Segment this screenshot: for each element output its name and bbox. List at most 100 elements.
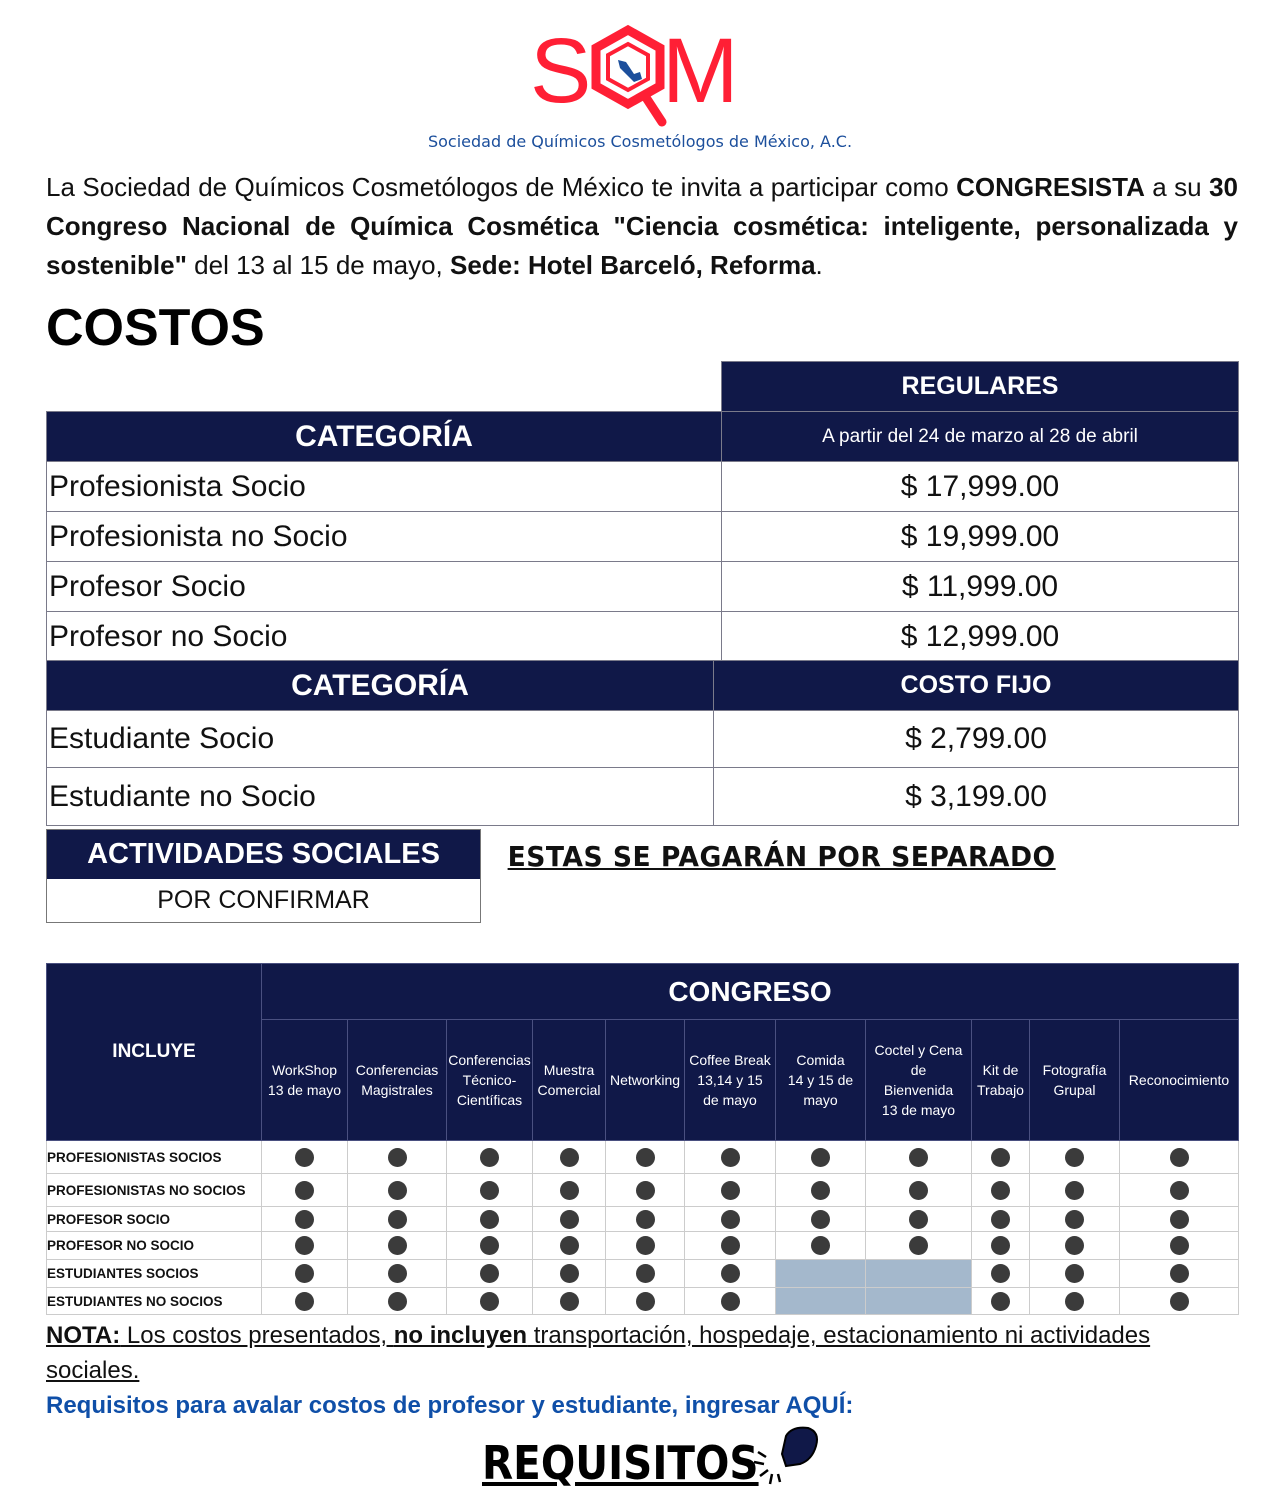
row-label: PROFESIONISTAS SOCIOS xyxy=(46,1140,262,1174)
column-header: Conferencias Técnico- Científicas xyxy=(446,1019,533,1141)
included-cell xyxy=(261,1140,348,1174)
column-header: Networking xyxy=(605,1019,685,1141)
included-dot-icon xyxy=(1169,1264,1189,1283)
row-label: PROFESIONISTAS NO SOCIOS xyxy=(46,1173,262,1207)
included-cell xyxy=(446,1287,533,1315)
included-dot-icon xyxy=(635,1291,655,1311)
included-dot-icon xyxy=(991,1236,1010,1255)
included-cell xyxy=(1119,1140,1239,1174)
included-cell xyxy=(532,1287,606,1315)
table-row: PROFESOR SOCIO xyxy=(46,1206,1239,1232)
table-row: PROFESIONISTAS SOCIOS xyxy=(46,1140,1239,1174)
included-cell xyxy=(347,1287,447,1315)
includes-header: INCLUYE xyxy=(46,963,262,1141)
included-cell xyxy=(865,1173,972,1207)
included-cell xyxy=(684,1173,776,1207)
included-cell xyxy=(532,1173,606,1207)
included-cell xyxy=(347,1140,447,1174)
column-header: Fotografía Grupal xyxy=(1029,1019,1120,1141)
intro-paragraph: La Sociedad de Químicos Cosmetólogos de … xyxy=(46,172,1239,280)
table-row: PROFESIONISTAS NO SOCIOS xyxy=(46,1173,1239,1207)
included-dot-icon xyxy=(811,1147,830,1167)
included-dot-icon xyxy=(1169,1147,1189,1167)
included-cell xyxy=(1029,1206,1120,1232)
included-dot-icon xyxy=(387,1291,407,1311)
included-dot-icon xyxy=(559,1264,579,1283)
included-cell xyxy=(347,1259,447,1288)
costos-title: COSTOS xyxy=(46,299,265,357)
included-cell xyxy=(971,1206,1030,1232)
included-cell xyxy=(261,1206,348,1232)
included-dot-icon xyxy=(1169,1180,1189,1200)
included-dot-icon xyxy=(559,1236,579,1255)
included-dot-icon xyxy=(295,1180,314,1200)
included-cell xyxy=(261,1259,348,1288)
included-dot-icon xyxy=(720,1291,740,1311)
column-header: Coffee Break 13,14 y 15 de mayo xyxy=(684,1019,776,1141)
column-header: WorkShop 13 de mayo xyxy=(261,1019,348,1141)
included-dot-icon xyxy=(635,1147,655,1167)
included-cell xyxy=(684,1206,776,1232)
requirements-link-text[interactable]: Requisitos para avalar costos de profeso… xyxy=(46,1392,854,1419)
column-header: Coctel y Cena de Bienvenida 13 de mayo xyxy=(865,1019,972,1141)
included-cell xyxy=(1029,1173,1120,1207)
included-cell xyxy=(971,1259,1030,1288)
table-row: Estudiante Socio $ 2,799.00 xyxy=(46,710,1239,768)
included-dot-icon xyxy=(387,1147,407,1167)
included-dot-icon xyxy=(991,1264,1010,1283)
included-dot-icon xyxy=(559,1147,579,1167)
included-dot-icon xyxy=(480,1291,499,1311)
included-cell xyxy=(684,1140,776,1174)
included-dot-icon xyxy=(480,1264,499,1283)
table-row: Profesionista no Socio $ 19,999.00 xyxy=(46,511,1239,562)
included-cell xyxy=(684,1231,776,1260)
row-label: ESTUDIANTES NO SOCIOS xyxy=(46,1287,262,1315)
included-cell xyxy=(261,1231,348,1260)
included-cell xyxy=(684,1259,776,1288)
included-dot-icon xyxy=(1065,1147,1084,1167)
included-cell xyxy=(1119,1287,1239,1315)
not-included-cell xyxy=(775,1287,866,1315)
included-dot-icon xyxy=(1169,1291,1189,1311)
included-dot-icon xyxy=(1065,1180,1084,1200)
included-cell xyxy=(1029,1231,1120,1260)
included-cell xyxy=(775,1206,866,1232)
included-cell xyxy=(446,1259,533,1288)
included-dot-icon xyxy=(909,1209,928,1229)
column-header: Muestra Comercial xyxy=(532,1019,606,1141)
not-included-cell xyxy=(865,1287,972,1315)
not-included-cell xyxy=(865,1259,972,1288)
included-cell xyxy=(446,1173,533,1207)
included-dot-icon xyxy=(1169,1236,1189,1255)
included-cell xyxy=(446,1206,533,1232)
included-cell xyxy=(971,1287,1030,1315)
included-dot-icon xyxy=(720,1236,740,1255)
included-dot-icon xyxy=(811,1236,830,1255)
column-header: Conferencias Magistrales xyxy=(347,1019,447,1141)
included-dot-icon xyxy=(635,1180,655,1200)
included-dot-icon xyxy=(387,1236,407,1255)
included-cell xyxy=(1029,1140,1120,1174)
included-cell xyxy=(971,1173,1030,1207)
requisitos-link[interactable]: REQUISITOS xyxy=(482,1436,759,1490)
included-cell xyxy=(865,1231,972,1260)
included-cell xyxy=(532,1259,606,1288)
included-dot-icon xyxy=(635,1209,655,1229)
separate-payment-note: ESTAS SE PAGARÁN POR SEPARADO xyxy=(507,840,1056,873)
included-dot-icon xyxy=(991,1180,1010,1200)
included-dot-icon xyxy=(387,1180,407,1200)
included-dot-icon xyxy=(480,1147,499,1167)
included-dot-icon xyxy=(909,1180,928,1200)
social-activities-box: ACTIVIDADES SOCIALES POR CONFIRMAR xyxy=(46,829,481,923)
included-dot-icon xyxy=(720,1209,740,1229)
pointing-hand-icon[interactable] xyxy=(752,1424,822,1486)
included-cell xyxy=(347,1173,447,1207)
included-cell xyxy=(1119,1259,1239,1288)
included-dot-icon xyxy=(387,1209,407,1229)
sqm-logo: S M xyxy=(530,22,739,127)
included-dot-icon xyxy=(559,1209,579,1229)
included-cell xyxy=(605,1287,685,1315)
included-cell xyxy=(605,1259,685,1288)
included-cell xyxy=(605,1206,685,1232)
included-dot-icon xyxy=(909,1236,928,1255)
